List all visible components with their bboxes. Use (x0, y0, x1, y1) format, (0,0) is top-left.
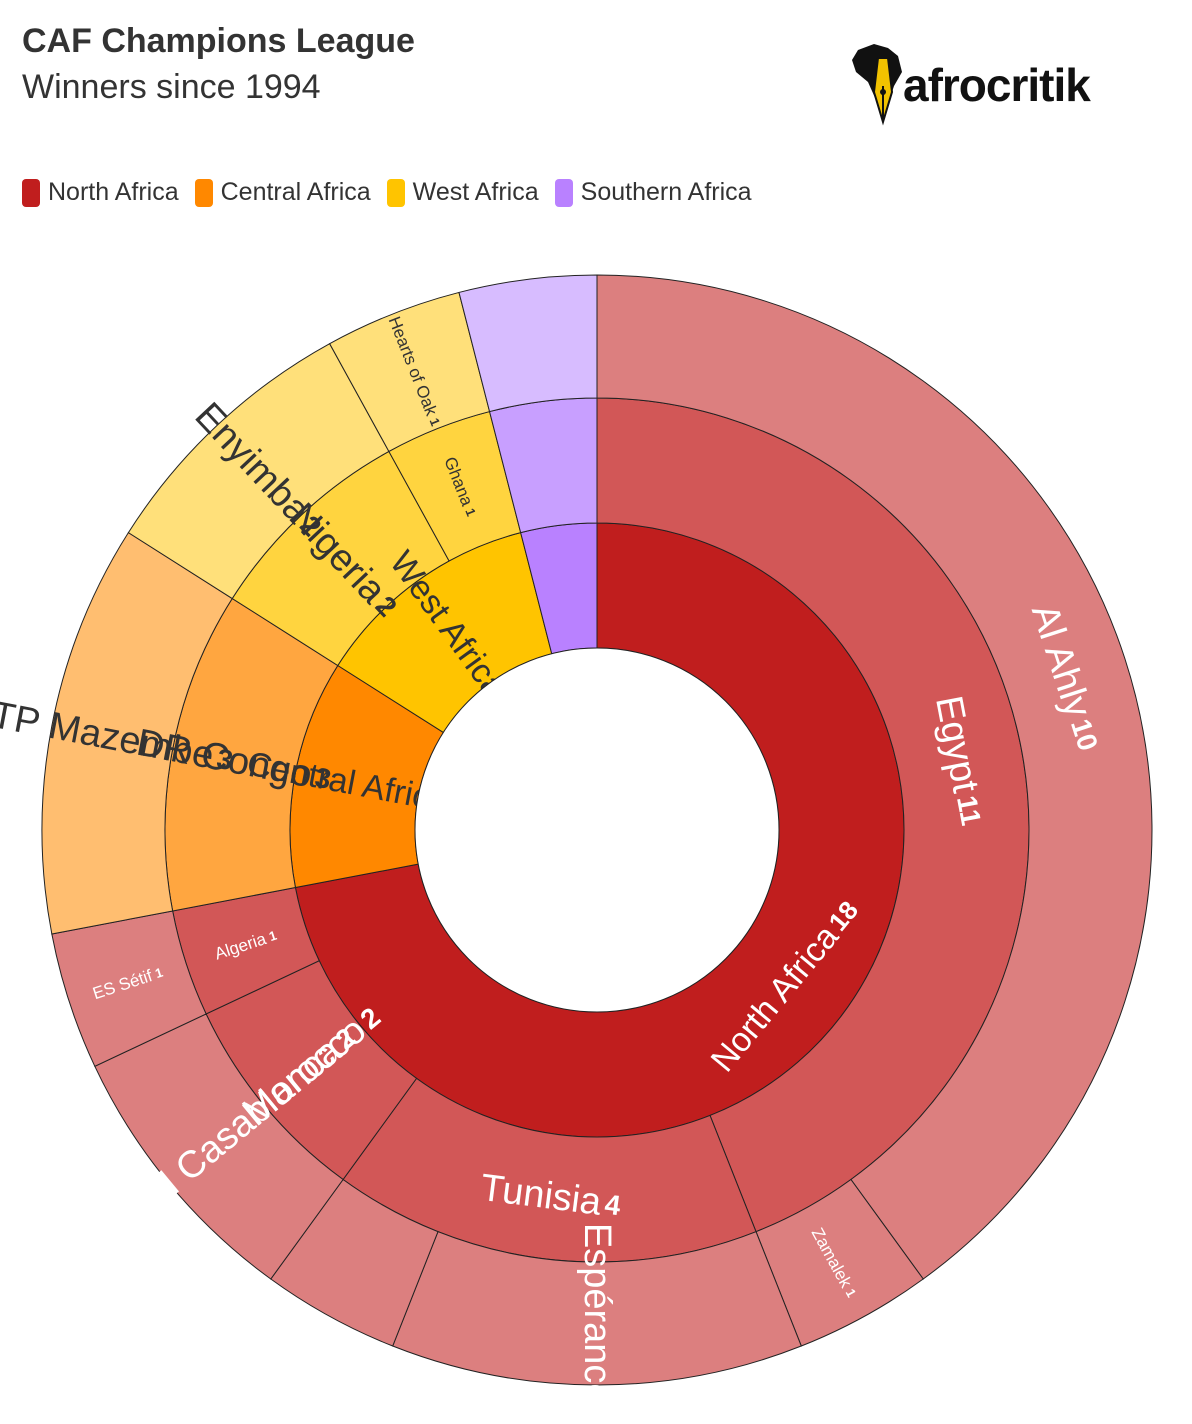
label-value: 3 (582, 1409, 613, 1424)
legend-swatch (194, 178, 213, 207)
center-hole (414, 647, 780, 1013)
label-value: 1 (267, 927, 279, 944)
legend-label: Central Africa (220, 178, 371, 206)
label-value: 3 (214, 742, 235, 775)
label-name: Espérance (576, 1223, 618, 1405)
afrocritik-logo: afrocritik (848, 42, 1128, 132)
legend-item-southern-africa[interactable]: Southern Africa (554, 178, 752, 207)
legend: North Africa Central Africa West Africa … (22, 178, 768, 207)
logo-wordmark: afrocritik (903, 59, 1091, 111)
legend-item-north-africa[interactable]: North Africa (22, 178, 179, 207)
legend-swatch (554, 178, 573, 207)
label-value: 1 (153, 964, 165, 981)
label-value: 11 (951, 793, 987, 828)
legend-swatch (386, 178, 405, 207)
legend-item-west-africa[interactable]: West Africa (386, 178, 539, 207)
club-segment-southern-africa-club[interactable] (458, 274, 598, 413)
label-value: 4 (603, 1188, 623, 1221)
legend-label: North Africa (48, 178, 179, 206)
club-segment-al-ahly[interactable] (596, 274, 1153, 1280)
legend-item-central-africa[interactable]: Central Africa (194, 178, 371, 207)
label-esperance: Espérance 3 (576, 1223, 618, 1424)
chart-subtitle: Winners since 1994 (22, 68, 321, 106)
label-egypt: Egypt11 (927, 693, 993, 829)
chart-title: CAF Champions League (22, 22, 415, 60)
pen-africa-icon (852, 44, 902, 126)
legend-swatch (22, 178, 40, 207)
label-value: 3 (313, 761, 334, 794)
legend-label: West Africa (412, 178, 539, 206)
legend-label: Southern Africa (580, 178, 752, 206)
